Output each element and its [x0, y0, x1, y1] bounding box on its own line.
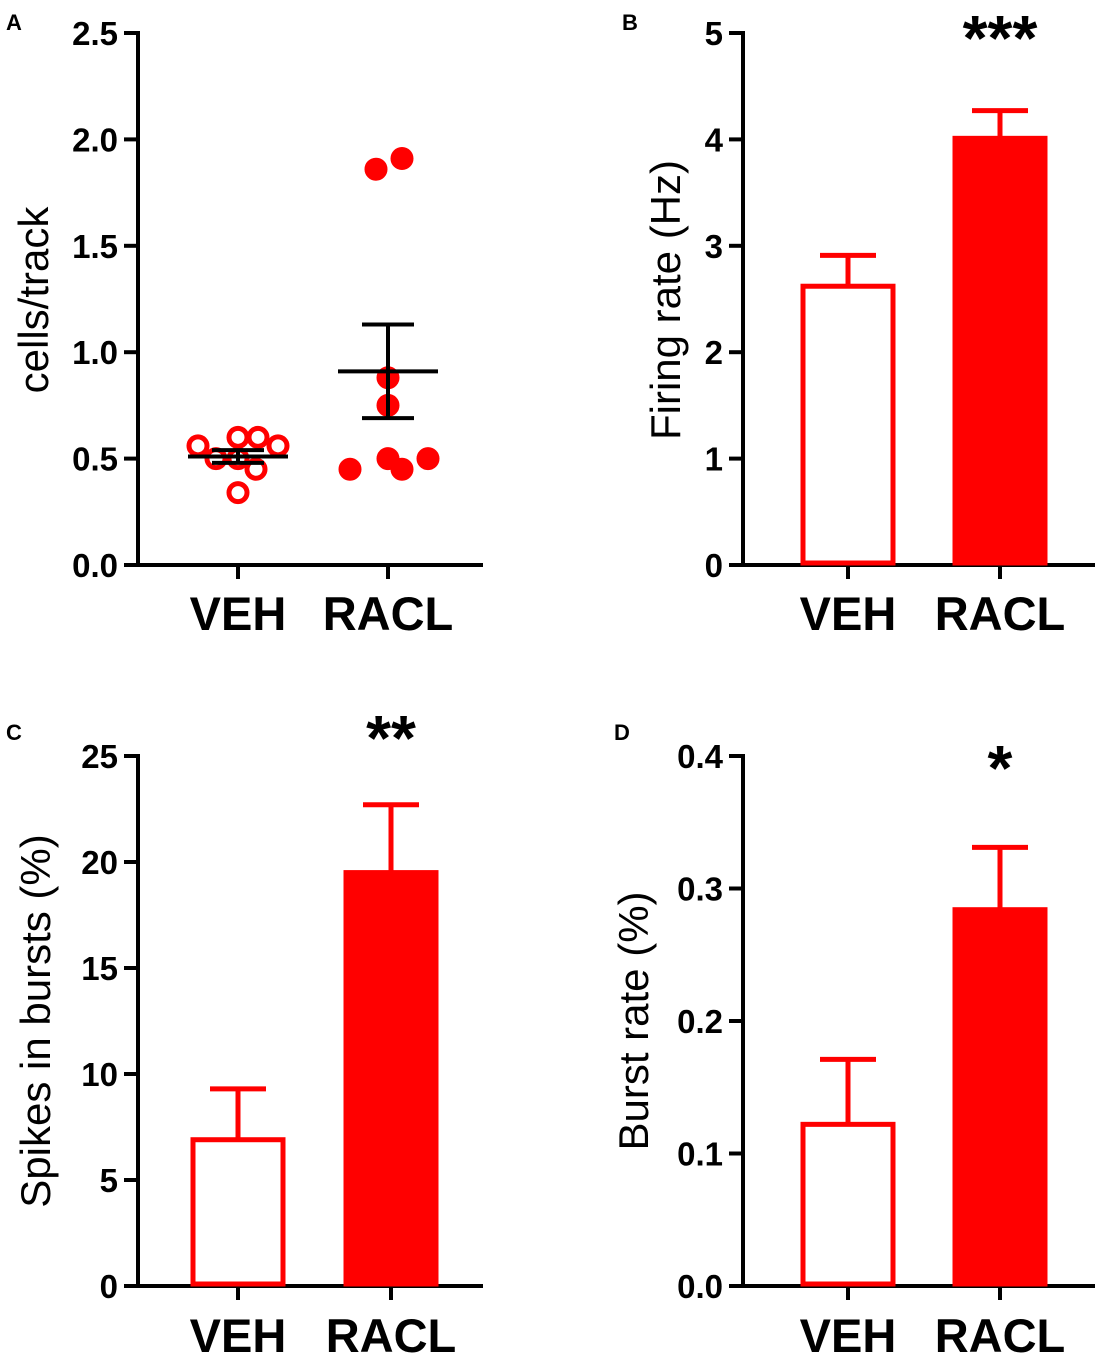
- panel-b-y-tick-label: 5: [705, 15, 723, 52]
- panel-a-y-tick-label: 2.0: [72, 121, 118, 158]
- panel-d-significance: *: [988, 732, 1013, 804]
- panel-d-x-tick-label: VEH: [800, 1309, 897, 1356]
- panel-b-y-axis-title: Firing rate (Hz): [642, 160, 689, 440]
- panel-c-x-tick-label: RACL: [326, 1309, 457, 1356]
- panel-c-y-tick-label: 20: [81, 844, 118, 881]
- panel-a-letter: A: [6, 10, 22, 35]
- panel-b-bar-racl: [952, 135, 1048, 566]
- panel-a-point-veh: [226, 481, 250, 505]
- panel-c-y-tick-label: 0: [100, 1268, 118, 1305]
- panel-c-y-tick-label: 15: [81, 950, 118, 987]
- panel-c-y-tick-label: 25: [81, 738, 118, 775]
- panel-c-letter: C: [6, 720, 22, 745]
- panel-a-y-axis-title: cells/track: [10, 206, 57, 394]
- panel-a-y-tick-label: 0.5: [72, 441, 118, 478]
- panel-b-y-tick-label: 4: [705, 121, 724, 158]
- panel-a-point-racl: [390, 147, 414, 171]
- panel-a-y-tick-label: 0.0: [72, 547, 118, 584]
- panel-a-point-veh: [204, 447, 228, 471]
- panel-b-significance: ***: [963, 2, 1038, 74]
- panel-a-y-tick-label: 2.5: [72, 15, 118, 52]
- panel-d-bar-veh: [800, 1121, 896, 1287]
- panel-a-x-tick-label: RACL: [323, 587, 454, 640]
- panel-d-y-tick-label: 0.0: [677, 1268, 723, 1305]
- panel-c-y-tick-label: 5: [100, 1162, 118, 1199]
- panel-a-point-racl: [364, 157, 388, 181]
- panel-c-bar-racl: [343, 870, 439, 1287]
- panel-b-y-tick-label: 1: [705, 441, 723, 478]
- panel-b-letter: B: [622, 10, 638, 35]
- panel-a-x-tick-label: VEH: [190, 587, 287, 640]
- panel-d-y-tick-label: 0.4: [677, 738, 724, 775]
- panel-c-bar-veh: [190, 1137, 286, 1287]
- panel-d-y-tick-label: 0.3: [677, 871, 723, 908]
- panel-a-point-veh: [186, 434, 210, 458]
- panel-a-point-racl: [416, 447, 440, 471]
- panel-a-point-racl: [338, 457, 362, 481]
- panel-b-x-tick-label: RACL: [935, 587, 1066, 640]
- panel-d-y-tick-label: 0.1: [677, 1136, 723, 1173]
- panel-a-point-racl: [390, 457, 414, 481]
- panel-b-y-tick-label: 3: [705, 228, 723, 265]
- panel-b-x-tick-label: VEH: [800, 587, 897, 640]
- panel-d-x-tick-label: RACL: [935, 1309, 1066, 1356]
- panel-d-y-tick-label: 0.2: [677, 1003, 723, 1040]
- panel-b-bar-veh: [800, 283, 896, 566]
- panel-c-x-tick-label: VEH: [190, 1309, 287, 1356]
- panel-a-point-veh: [246, 425, 270, 449]
- panel-c-significance: **: [366, 702, 416, 774]
- panel-a-point-veh: [266, 434, 290, 458]
- panel-d-y-axis-title: Burst rate (%): [610, 891, 657, 1150]
- panel-b-y-tick-label: 2: [705, 334, 723, 371]
- panel-a-y-tick-label: 1.5: [72, 228, 118, 265]
- panel-c-y-axis-title: Spikes in bursts (%): [12, 834, 59, 1207]
- panel-c-y-tick-label: 10: [81, 1056, 118, 1093]
- panel-a-point-veh: [226, 425, 250, 449]
- panel-d-bar-racl: [952, 907, 1048, 1287]
- panel-b-y-tick-label: 0: [705, 547, 723, 584]
- panel-d-letter: D: [614, 720, 630, 745]
- panel-a-y-tick-label: 1.0: [72, 334, 118, 371]
